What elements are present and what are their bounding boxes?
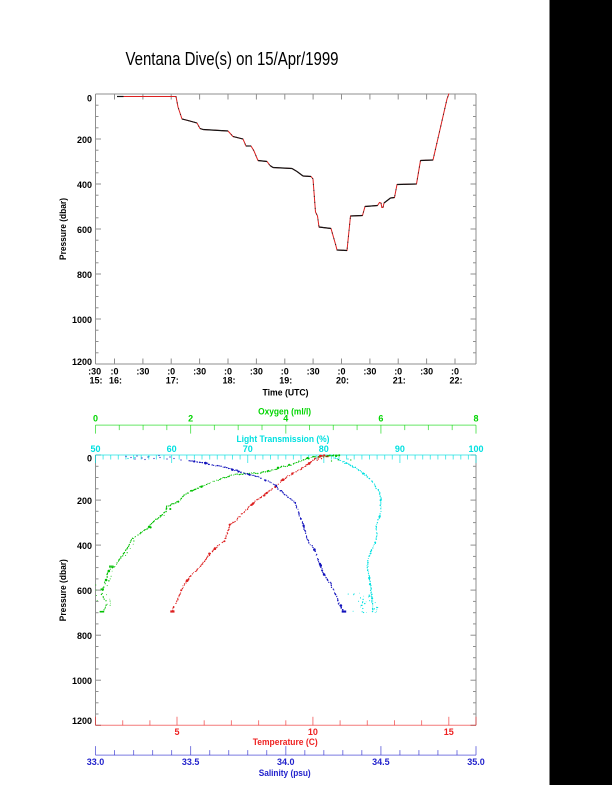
svg-text:Oxygen (ml/l): Oxygen (ml/l) (258, 407, 311, 418)
svg-text:90: 90 (395, 444, 405, 454)
svg-text::0: :0 (224, 366, 232, 376)
svg-text:Ventana Dive(s) on 15/Apr/1999: Ventana Dive(s) on 15/Apr/1999 (126, 49, 339, 69)
svg-text:0: 0 (93, 414, 98, 424)
svg-text:6: 6 (378, 414, 383, 424)
svg-text:400: 400 (77, 180, 92, 190)
svg-text::0: :0 (281, 366, 289, 376)
svg-text:10: 10 (308, 727, 318, 737)
svg-text:400: 400 (77, 541, 92, 551)
svg-text:15: 15 (444, 727, 454, 737)
svg-text:Salinity (psu): Salinity (psu) (259, 768, 311, 779)
svg-text::30: :30 (88, 366, 101, 376)
svg-text::0: :0 (167, 366, 175, 376)
svg-text:50: 50 (90, 444, 100, 454)
svg-text::30: :30 (420, 366, 433, 376)
svg-text:33.0: 33.0 (87, 757, 105, 767)
svg-text:4: 4 (283, 414, 288, 424)
svg-text:18:: 18: (222, 375, 235, 385)
svg-text:1000: 1000 (72, 315, 92, 325)
svg-text:21:: 21: (393, 375, 406, 385)
svg-text:70: 70 (243, 444, 253, 454)
svg-text:200: 200 (77, 135, 92, 145)
svg-text:1200: 1200 (72, 716, 92, 726)
svg-text:33.5: 33.5 (182, 757, 200, 767)
svg-text:100: 100 (468, 444, 483, 454)
svg-text:17:: 17: (166, 375, 179, 385)
svg-text:1200: 1200 (72, 357, 92, 367)
svg-text::30: :30 (250, 366, 263, 376)
svg-text:0: 0 (87, 453, 92, 463)
svg-text::30: :30 (307, 366, 320, 376)
svg-text:80: 80 (319, 444, 329, 454)
svg-text:34.5: 34.5 (372, 757, 390, 767)
svg-text:Pressure (dbar): Pressure (dbar) (58, 198, 68, 260)
svg-text:19:: 19: (279, 375, 292, 385)
svg-text:600: 600 (77, 225, 92, 235)
svg-text:200: 200 (77, 496, 92, 506)
svg-text:600: 600 (77, 586, 92, 596)
svg-text:1000: 1000 (72, 676, 92, 686)
svg-text:Temperature (C): Temperature (C) (253, 737, 318, 748)
svg-text::0: :0 (451, 366, 459, 376)
svg-text::30: :30 (363, 366, 376, 376)
svg-text::0: :0 (110, 366, 118, 376)
svg-text:0: 0 (87, 93, 92, 103)
svg-text:35.0: 35.0 (467, 757, 485, 767)
svg-text:15:: 15: (89, 375, 102, 385)
svg-text::0: :0 (337, 366, 345, 376)
svg-text:2: 2 (188, 414, 193, 424)
svg-text::30: :30 (193, 366, 206, 376)
svg-text:Pressure (dbar): Pressure (dbar) (58, 559, 68, 621)
svg-text:20:: 20: (336, 375, 349, 385)
svg-text:800: 800 (77, 270, 92, 280)
svg-text:Light Transmission (%): Light Transmission (%) (237, 434, 330, 445)
svg-text:34.0: 34.0 (277, 757, 295, 767)
svg-text:22:: 22: (449, 375, 462, 385)
svg-text:8: 8 (473, 414, 478, 424)
svg-text:16:: 16: (109, 375, 122, 385)
svg-text::30: :30 (136, 366, 149, 376)
svg-text:60: 60 (167, 444, 177, 454)
svg-text:Time (UTC): Time (UTC) (263, 387, 309, 397)
svg-text::0: :0 (394, 366, 402, 376)
svg-text:800: 800 (77, 631, 92, 641)
svg-text:5: 5 (174, 727, 179, 737)
